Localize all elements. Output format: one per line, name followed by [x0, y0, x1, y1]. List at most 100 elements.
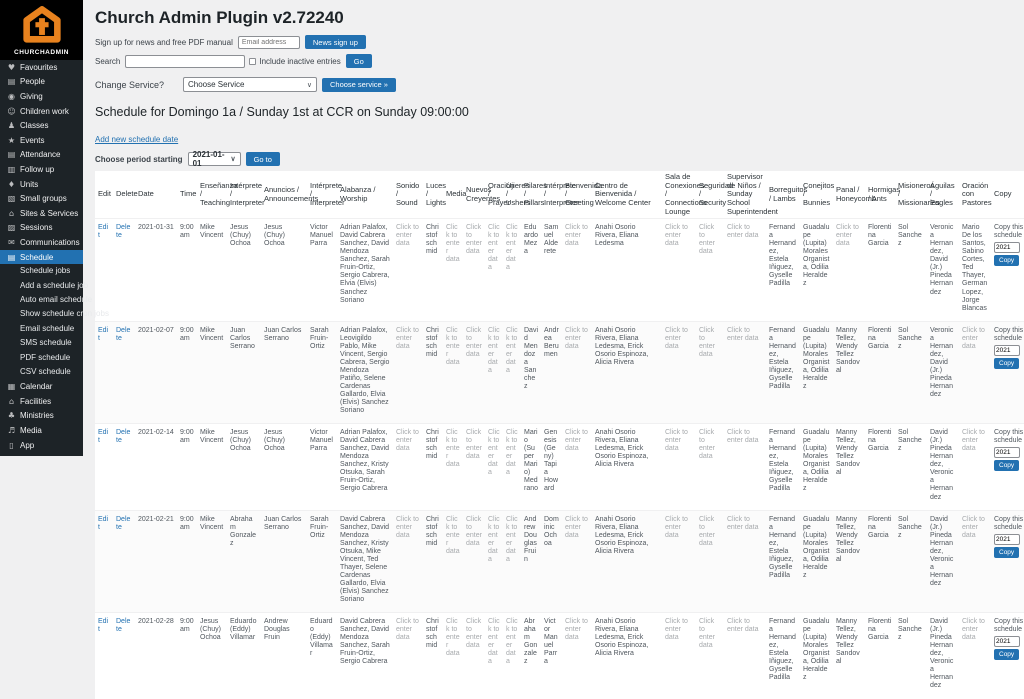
- sidebar-item-communications[interactable]: ✉ Communications: [0, 235, 83, 250]
- empty-schedule-cell[interactable]: Click to enter data: [396, 429, 419, 453]
- copy-button[interactable]: Copy: [994, 255, 1020, 267]
- email-field[interactable]: [237, 35, 300, 49]
- empty-schedule-cell[interactable]: Click to enter data: [962, 618, 985, 642]
- sidebar-subitem-auto-email-schedule[interactable]: Auto email schedule: [20, 295, 93, 305]
- schedule-cell[interactable]: Eduardo (Eddy) Villamar: [230, 618, 257, 642]
- copy-date-input[interactable]: [994, 533, 1020, 545]
- schedule-cell[interactable]: Victor Manuel Parra: [310, 429, 333, 453]
- empty-schedule-cell[interactable]: Click to enter data: [446, 515, 460, 555]
- edit-link[interactable]: Edit: [98, 515, 109, 531]
- schedule-cell[interactable]: Fernanda Hernandez, Estela Iñiguez, Gyse…: [766, 321, 800, 424]
- schedule-cell[interactable]: Anahi Osorio Rivera, Eliana Ledesma, Eri…: [595, 618, 649, 658]
- inactive-checkbox[interactable]: [249, 57, 257, 65]
- empty-schedule-cell[interactable]: Click to enter data: [488, 224, 500, 272]
- empty-schedule-cell[interactable]: Click to enter data: [488, 326, 500, 374]
- empty-schedule-cell[interactable]: Click to enter data: [565, 618, 588, 642]
- empty-schedule-cell[interactable]: Click to enter data: [506, 224, 518, 272]
- empty-schedule-cell[interactable]: Click to enter data: [506, 618, 518, 666]
- schedule-cell[interactable]: Florentina Garcia: [865, 510, 895, 613]
- schedule-cell[interactable]: David Mendoza Sanchez: [521, 321, 541, 424]
- schedule-cell[interactable]: David Cabrera Sanchez, David Mendoza San…: [337, 510, 393, 613]
- schedule-cell[interactable]: Mike Vincent: [200, 429, 224, 445]
- edit-link[interactable]: Edit: [98, 618, 109, 634]
- empty-schedule-cell[interactable]: Click to enter data: [699, 326, 715, 358]
- empty-schedule-cell[interactable]: Click to enter data: [665, 429, 688, 453]
- schedule-cell[interactable]: Jesus (Chuy) Ochoa: [200, 618, 222, 642]
- schedule-cell[interactable]: David (Jr.) Pineda Hernandez, Veronica H…: [927, 510, 959, 613]
- schedule-cell[interactable]: Mike Vincent: [200, 224, 224, 240]
- schedule-cell[interactable]: Fernanda Hernandez, Estela Iñiguez, Gyse…: [766, 510, 800, 613]
- empty-schedule-cell[interactable]: Click to enter data: [665, 515, 688, 539]
- add-schedule-date-link[interactable]: Add new schedule date: [95, 135, 179, 144]
- empty-schedule-cell[interactable]: Click to enter data: [466, 515, 482, 547]
- schedule-cell[interactable]: Juan Carlos Serrano: [227, 321, 261, 424]
- empty-schedule-cell[interactable]: Click to enter data: [962, 326, 985, 350]
- schedule-cell[interactable]: Sol Sanchez: [898, 618, 922, 642]
- delete-link[interactable]: Delete: [116, 326, 131, 342]
- copy-date-input[interactable]: [994, 636, 1020, 648]
- sidebar-item-media[interactable]: ♬ Media: [0, 423, 83, 438]
- sidebar-item-small-groups[interactable]: ▧ Small groups: [0, 191, 83, 206]
- schedule-cell[interactable]: Sol Sanchez: [895, 321, 927, 424]
- empty-schedule-cell[interactable]: Click to enter data: [446, 326, 460, 366]
- schedule-cell[interactable]: Manny Tellez, Wendy Tellez Sandoval: [836, 429, 860, 477]
- schedule-cell[interactable]: Guadalupe (Lupita) Morales Organista, Od…: [803, 429, 830, 493]
- sidebar-item-schedule[interactable]: ▤ Schedule: [0, 249, 83, 265]
- empty-schedule-cell[interactable]: Click to enter data: [396, 515, 419, 539]
- empty-schedule-cell[interactable]: Click to enter data: [699, 515, 715, 547]
- sidebar-item-app[interactable]: ▯ App: [0, 438, 83, 453]
- schedule-cell[interactable]: David (Jr.) Pineda Hernandez, Veronica H…: [930, 618, 954, 690]
- sidebar-subitem-csv-schedule[interactable]: CSV schedule: [20, 367, 71, 377]
- empty-schedule-cell[interactable]: Click to enter data: [565, 224, 588, 248]
- empty-schedule-cell[interactable]: Click to enter data: [727, 429, 759, 445]
- empty-schedule-cell[interactable]: Click to enter data: [506, 515, 518, 563]
- schedule-cell[interactable]: Sarah Fruin-Ortiz: [307, 321, 337, 424]
- empty-schedule-cell[interactable]: Click to enter data: [488, 429, 500, 477]
- goto-button[interactable]: Go to: [245, 152, 280, 166]
- sidebar-subitem-sms-schedule[interactable]: SMS schedule: [20, 338, 72, 348]
- schedule-cell[interactable]: Mario (Super Mario) Medrano: [524, 429, 539, 493]
- schedule-cell[interactable]: Jesus (Chuy) Ochoa: [230, 429, 252, 453]
- empty-schedule-cell[interactable]: Click to enter data: [488, 618, 500, 666]
- empty-schedule-cell[interactable]: Click to enter data: [446, 618, 460, 658]
- empty-schedule-cell[interactable]: Click to enter data: [962, 429, 985, 453]
- schedule-cell[interactable]: Manny Tellez, Wendy Tellez Sandoval: [833, 510, 865, 613]
- delete-link[interactable]: Delete: [116, 515, 131, 531]
- schedule-cell[interactable]: Abraham Gonzalez: [524, 618, 538, 666]
- schedule-cell[interactable]: Andrew Douglas Fruin: [264, 618, 290, 642]
- schedule-cell[interactable]: Eduardo Meza: [524, 224, 539, 256]
- schedule-cell[interactable]: Florentina Garcia: [865, 321, 895, 424]
- sidebar-item-giving[interactable]: ◉ Giving: [0, 89, 83, 104]
- copy-date-input[interactable]: [994, 447, 1020, 459]
- copy-date-input[interactable]: [994, 344, 1020, 356]
- schedule-cell[interactable]: Christof schmid: [423, 510, 443, 613]
- sidebar-subitem-schedule-jobs[interactable]: Schedule jobs: [20, 266, 71, 276]
- schedule-cell[interactable]: Jesus (Chuy) Ochoa: [264, 224, 286, 248]
- empty-schedule-cell[interactable]: Click to enter data: [565, 429, 588, 453]
- schedule-cell[interactable]: Guadalupe (Lupita) Morales Organista, Od…: [803, 224, 830, 288]
- empty-schedule-cell[interactable]: Click to enter data: [466, 618, 482, 650]
- empty-schedule-cell[interactable]: Click to enter data: [727, 224, 759, 240]
- schedule-cell[interactable]: Jesus (Chuy) Ochoa: [230, 224, 252, 248]
- schedule-cell[interactable]: Dominic Ochoa: [541, 510, 562, 613]
- schedule-cell[interactable]: Manny Tellez, Wendy Tellez Sandoval: [836, 618, 860, 666]
- schedule-cell[interactable]: Victor Manuel Parra: [544, 618, 558, 666]
- delete-link[interactable]: Delete: [116, 224, 131, 240]
- empty-schedule-cell[interactable]: Click to enter data: [727, 326, 759, 342]
- copy-button[interactable]: Copy: [994, 357, 1020, 369]
- empty-schedule-cell[interactable]: Click to enter data: [665, 326, 688, 350]
- empty-schedule-cell[interactable]: Click to enter data: [699, 224, 715, 256]
- empty-schedule-cell[interactable]: Click to enter data: [506, 326, 518, 374]
- schedule-cell[interactable]: Adrian Palafox, Leovigildo Pablo, Mike V…: [337, 321, 393, 424]
- schedule-cell[interactable]: Andrew Douglas Fruin: [521, 510, 541, 613]
- schedule-cell[interactable]: Sarah Fruin-Ortiz: [307, 510, 337, 613]
- empty-schedule-cell[interactable]: Click to enter data: [665, 618, 688, 642]
- news-signup-button[interactable]: News sign up: [304, 35, 366, 49]
- empty-schedule-cell[interactable]: Click to enter data: [506, 429, 518, 477]
- choose-service-button[interactable]: Choose service »: [322, 77, 396, 92]
- empty-schedule-cell[interactable]: Click to enter data: [396, 224, 419, 248]
- schedule-cell[interactable]: Eduardo (Eddy) Villamar: [310, 618, 333, 658]
- empty-schedule-cell[interactable]: Click to enter data: [665, 224, 688, 248]
- sidebar-item-events[interactable]: ★ Events: [0, 133, 83, 148]
- copy-button[interactable]: Copy: [994, 460, 1020, 472]
